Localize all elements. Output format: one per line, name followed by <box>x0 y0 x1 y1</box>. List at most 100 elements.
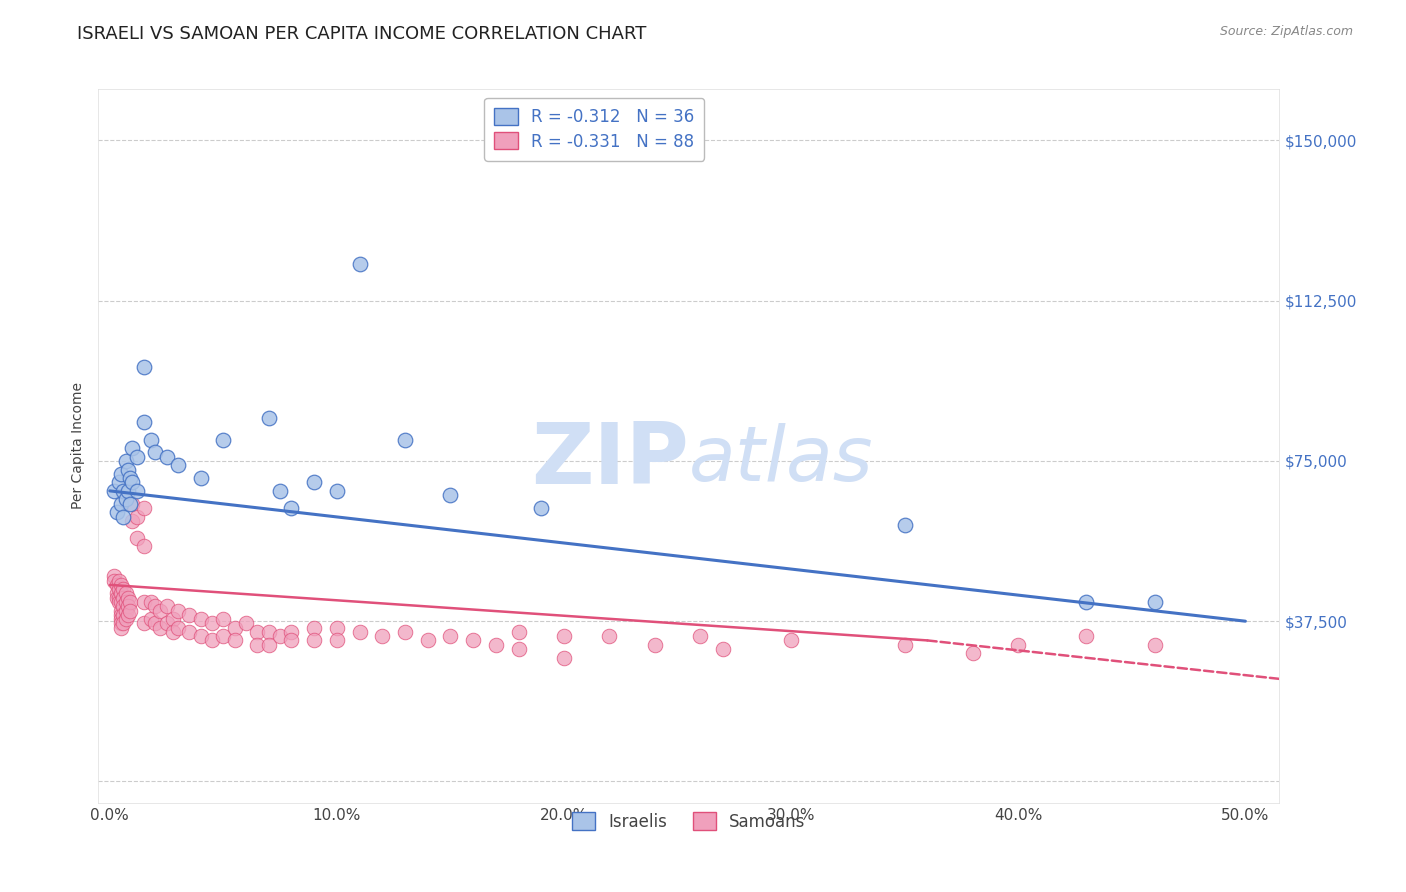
Point <box>439 488 461 502</box>
Point <box>190 612 212 626</box>
Point <box>103 569 125 583</box>
Point <box>257 638 280 652</box>
Point <box>711 642 734 657</box>
Point <box>132 595 155 609</box>
Point <box>132 540 155 554</box>
Point <box>117 483 139 498</box>
Point <box>224 633 246 648</box>
Point <box>105 591 128 605</box>
Point <box>893 518 915 533</box>
Point <box>110 467 132 481</box>
Point <box>110 603 132 617</box>
Point <box>394 433 416 447</box>
Point <box>110 612 132 626</box>
Point <box>201 633 224 648</box>
Point <box>349 624 371 639</box>
Point <box>280 624 302 639</box>
Point <box>269 629 291 643</box>
Point <box>962 646 984 660</box>
Point <box>439 629 461 643</box>
Point <box>463 633 485 648</box>
Point <box>167 621 190 635</box>
Point <box>893 638 915 652</box>
Point <box>120 595 142 609</box>
Point <box>112 582 135 596</box>
Point <box>139 595 162 609</box>
Point <box>416 633 439 648</box>
Point <box>112 616 135 631</box>
Point <box>108 574 131 588</box>
Point <box>326 621 349 635</box>
Point <box>114 586 136 600</box>
Point <box>598 629 620 643</box>
Point <box>246 624 269 639</box>
Legend: Israelis, Samoans: Israelis, Samoans <box>565 805 813 838</box>
Point <box>280 633 302 648</box>
Point <box>162 624 184 639</box>
Point <box>143 616 166 631</box>
Point <box>108 582 131 596</box>
Point <box>110 586 132 600</box>
Point <box>508 642 530 657</box>
Point <box>139 433 162 447</box>
Point <box>103 574 125 588</box>
Point <box>132 500 155 515</box>
Point <box>112 509 135 524</box>
Point <box>1143 595 1166 609</box>
Point <box>1076 595 1098 609</box>
Point <box>110 616 132 631</box>
Point <box>103 483 125 498</box>
Point <box>302 633 325 648</box>
Point <box>326 483 349 498</box>
Point <box>139 612 162 626</box>
Point <box>114 454 136 468</box>
Point <box>121 514 143 528</box>
Text: atlas: atlas <box>689 424 873 497</box>
Point <box>162 612 184 626</box>
Point <box>112 599 135 614</box>
Point <box>155 599 177 614</box>
Point <box>179 624 201 639</box>
Point <box>110 578 132 592</box>
Point <box>110 607 132 622</box>
Point <box>120 603 142 617</box>
Point <box>553 650 575 665</box>
Point <box>224 621 246 635</box>
Point <box>110 497 132 511</box>
Point <box>120 471 142 485</box>
Point <box>508 624 530 639</box>
Point <box>246 638 269 652</box>
Point <box>190 629 212 643</box>
Point <box>201 616 224 631</box>
Point <box>125 450 148 464</box>
Point <box>117 591 139 605</box>
Point <box>110 621 132 635</box>
Point <box>530 500 553 515</box>
Point <box>644 638 666 652</box>
Point <box>149 603 172 617</box>
Point <box>553 629 575 643</box>
Point <box>689 629 711 643</box>
Point <box>257 411 280 425</box>
Point <box>155 450 177 464</box>
Point <box>143 599 166 614</box>
Point <box>280 500 302 515</box>
Point <box>212 612 235 626</box>
Point <box>349 257 371 271</box>
Point <box>117 607 139 622</box>
Point <box>190 471 212 485</box>
Point <box>117 462 139 476</box>
Point <box>125 531 148 545</box>
Point <box>121 475 143 490</box>
Point <box>125 509 148 524</box>
Point <box>125 483 148 498</box>
Point <box>212 433 235 447</box>
Point <box>1007 638 1029 652</box>
Text: Source: ZipAtlas.com: Source: ZipAtlas.com <box>1219 25 1353 38</box>
Point <box>394 624 416 639</box>
Point <box>1076 629 1098 643</box>
Point <box>110 595 132 609</box>
Point <box>105 578 128 592</box>
Point <box>120 497 142 511</box>
Point <box>302 621 325 635</box>
